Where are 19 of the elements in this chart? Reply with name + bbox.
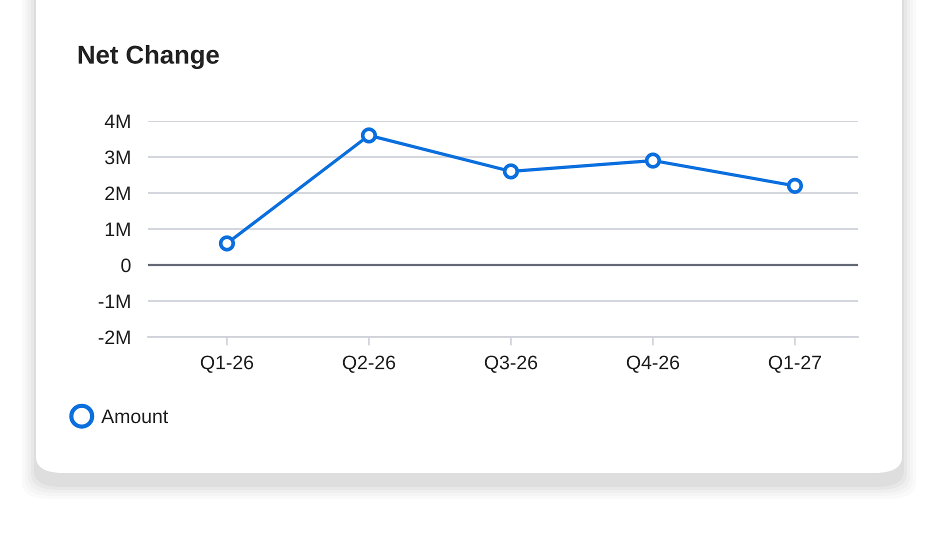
legend-label: Amount (101, 410, 168, 424)
x-tick-label: Q3-26 (484, 356, 538, 373)
y-tick-label: 3M (105, 150, 130, 164)
y-tick-label: 2M (105, 186, 130, 200)
point (644, 152, 662, 169)
y-tick-label: 4M (104, 114, 130, 128)
chart-title: Net Change (78, 44, 219, 70)
y-tick-label: 0 (121, 258, 131, 272)
x-tick-label: Q4-26 (626, 356, 680, 373)
y-tick-label: 1M (106, 222, 130, 236)
point (360, 127, 378, 144)
x-tick-label: Q2-26 (342, 356, 396, 373)
point (218, 235, 236, 252)
point (502, 163, 520, 180)
point (786, 178, 804, 194)
x-tick-label: Q1-27 (768, 356, 821, 373)
y-tick-label: -2M (98, 330, 130, 344)
x-tick-label: Q1-26 (200, 356, 254, 373)
y-tick-label: -1M (98, 294, 130, 308)
